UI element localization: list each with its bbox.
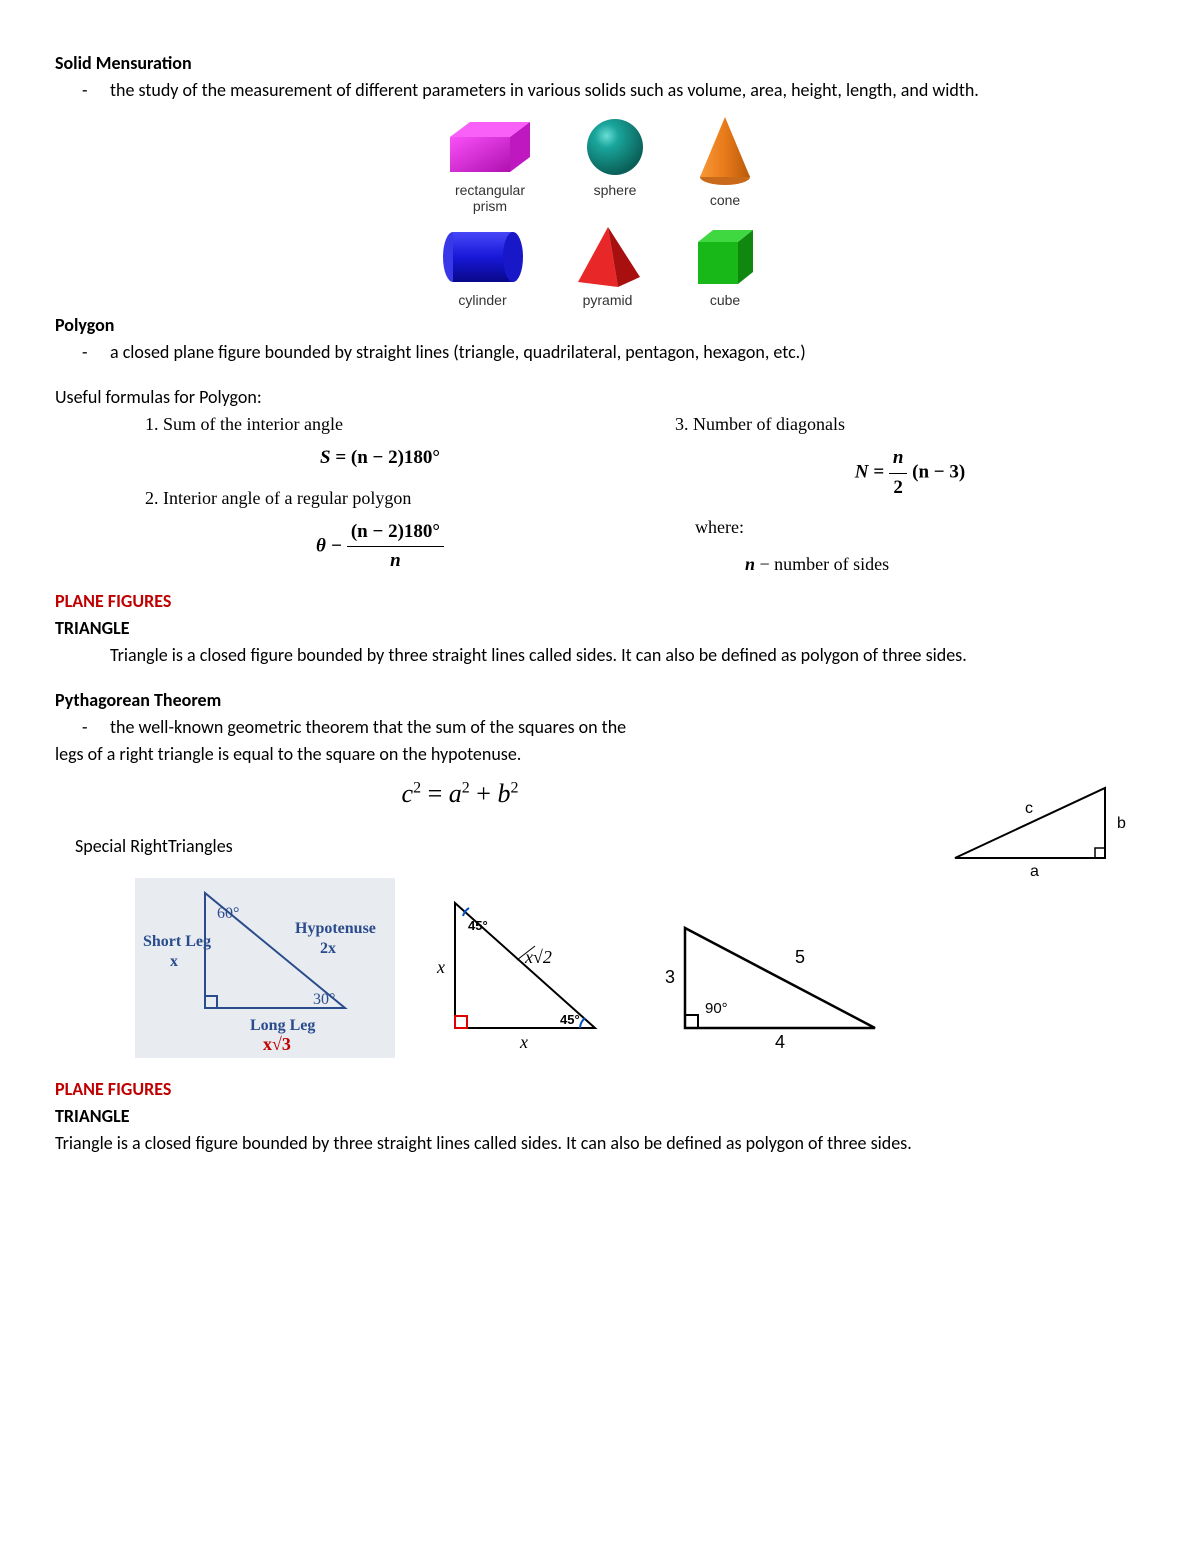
shape-pyramid: pyramid [568, 222, 648, 308]
shapes-gallery: rectangular prism sphere cone [55, 112, 1145, 308]
sm-def-span: the study of the measurement of differen… [110, 79, 979, 101]
f2-lhs: θ − [316, 535, 342, 556]
abc-b: b [1117, 815, 1126, 832]
f2-bot: n [347, 547, 444, 576]
heading-plane-figures-1: PLANE FIGURES [55, 588, 1145, 615]
abc-a: a [1030, 863, 1039, 878]
cylinder-label: cylinder [458, 292, 506, 308]
svg-text:90°: 90° [705, 1000, 728, 1017]
f3-bot: 2 [889, 474, 908, 503]
svg-text:x: x [519, 1032, 528, 1052]
svg-text:45°: 45° [560, 1012, 580, 1027]
sphere-icon [580, 112, 650, 182]
svg-text:x√3: x√3 [263, 1034, 291, 1054]
svg-text:Hypotenuse: Hypotenuse [295, 920, 376, 937]
formula1-title: 1. Sum of the interior angle [145, 411, 615, 438]
sphere-label: sphere [594, 182, 637, 198]
svg-text:x: x [436, 957, 445, 977]
svg-text:Long Leg: Long Leg [250, 1017, 315, 1034]
text-polygon-def: a closed plane figure bounded by straigh… [55, 339, 1145, 366]
pyramid-icon [568, 222, 648, 292]
f3-lhs: N = [855, 462, 884, 483]
pyramid-label: pyramid [583, 292, 633, 308]
heading-pythagorean: Pythagorean Theorem [55, 687, 1145, 714]
f1-lhs: S = [320, 447, 346, 468]
cylinder-icon [438, 222, 528, 292]
text-sm-def: the study of the measurement of differen… [55, 77, 1145, 104]
cone-label: cone [710, 192, 740, 208]
shape-sphere: sphere [580, 112, 650, 214]
heading-triangle-1: TRIANGLE [55, 615, 1145, 642]
svg-text:45°: 45° [468, 918, 488, 933]
formula2-eq: θ − (n − 2)180°n [145, 518, 615, 576]
f3-top: n [889, 444, 908, 474]
heading-polygon: Polygon [55, 312, 1145, 339]
polygon-def-span: a closed plane figure bounded by straigh… [110, 341, 806, 363]
pythagoras-equation: c2 = a2 + b2 [55, 774, 865, 813]
shape-prism: rectangular prism [440, 112, 540, 214]
triangle-def-2: Triangle is a closed figure bounded by t… [55, 1130, 1145, 1157]
pytha-def1: the well-known geometric theorem that th… [55, 714, 1145, 741]
prism-label: rectangular prism [455, 182, 525, 214]
formula-columns: 1. Sum of the interior angle S = (n − 2)… [145, 411, 1145, 588]
cone-icon [690, 112, 760, 192]
svg-text:4: 4 [775, 1032, 785, 1052]
heading-triangle-2: TRIANGLE [55, 1103, 1145, 1130]
f2-top: (n − 2)180° [347, 518, 444, 548]
where-label: where: [695, 514, 1145, 541]
svg-text:x√2: x√2 [524, 947, 552, 967]
triangle-30-60-90: 60° 30° Short Leg x Hypotenuse 2x Long L… [135, 878, 395, 1058]
triangle-def-1: Triangle is a closed figure bounded by t… [55, 642, 1145, 669]
svg-text:x: x [170, 953, 178, 970]
abc-triangle-icon: c b a [925, 768, 1145, 878]
heading-special-rt: Special RightTriangles [75, 833, 865, 860]
triangle-3-4-5: 90° 3 4 5 [655, 898, 905, 1058]
svg-text:Short Leg: Short Leg [143, 933, 211, 950]
formula2-title: 2. Interior angle of a regular polygon [145, 485, 615, 512]
svg-text:30°: 30° [313, 991, 335, 1008]
heading-plane-figures-2: PLANE FIGURES [55, 1076, 1145, 1103]
shape-cylinder: cylinder [438, 222, 528, 308]
shape-cone: cone [690, 112, 760, 214]
svg-text:60°: 60° [217, 905, 239, 922]
cube-label: cube [710, 292, 740, 308]
heading-useful-formulas: Useful formulas for Polygon: [55, 384, 1145, 411]
heading-solid-mensuration: Solid Mensuration [55, 50, 1145, 77]
n-def: n − number of sides [745, 551, 1145, 578]
formula3-title: 3. Number of diagonals [675, 411, 1145, 438]
abc-c: c [1025, 800, 1033, 817]
f1-rhs: (n − 2)180° [351, 447, 440, 468]
svg-text:5: 5 [795, 947, 805, 967]
cube-icon [688, 222, 763, 292]
formula3-eq: N = n2 (n − 3) [675, 444, 1145, 502]
svg-text:3: 3 [665, 967, 675, 987]
f3-rhs: (n − 3) [912, 462, 965, 483]
shape-cube: cube [688, 222, 763, 308]
formula1-eq: S = (n − 2)180° [145, 444, 615, 473]
pytha-def1-span: the well-known geometric theorem that th… [110, 716, 626, 738]
pytha-def2: legs of a right triangle is equal to the… [55, 741, 1145, 768]
prism-icon [440, 112, 540, 182]
svg-text:2x: 2x [320, 940, 336, 957]
special-triangles-row: 60° 30° Short Leg x Hypotenuse 2x Long L… [135, 878, 1145, 1058]
triangle-45-45-90: 45° 45° x x x√2 [425, 888, 625, 1058]
